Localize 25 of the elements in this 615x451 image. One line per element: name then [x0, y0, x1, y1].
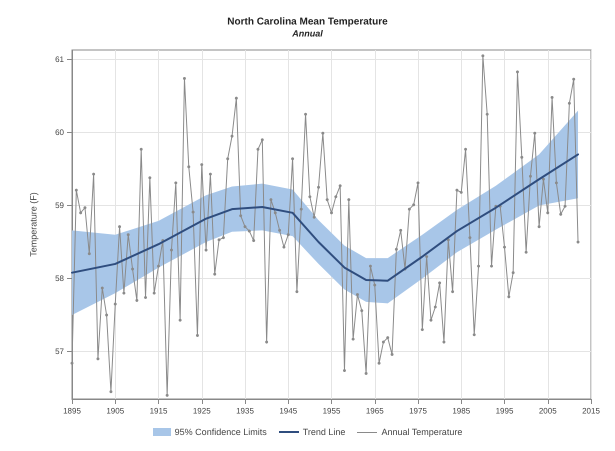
- line-series: [71, 153, 580, 282]
- x-tick-label: 1935: [236, 406, 254, 416]
- x-tick-label: 1915: [150, 406, 168, 416]
- y-tick-label: 57: [55, 347, 65, 356]
- x-tick-label: 2005: [538, 406, 558, 416]
- x-tick-label: 1975: [409, 406, 428, 416]
- y-axis-title: Temperature (F): [28, 192, 38, 257]
- x-tick-label: 1955: [322, 406, 341, 416]
- x-tick-label: 1905: [106, 406, 125, 416]
- x-tick-label: 1945: [279, 406, 298, 416]
- legend-label: Annual Temperature: [381, 427, 462, 437]
- chart-title: North Carolina Mean Temperature: [227, 16, 388, 28]
- y-tick-label: 59: [55, 201, 65, 210]
- x-tick-label: 1985: [452, 406, 471, 416]
- legend-label: Trend Line: [302, 427, 346, 437]
- x-tick-label: 1995: [496, 406, 514, 416]
- y-tick-label: 61: [55, 54, 65, 64]
- x-tick-label: 2015: [582, 406, 600, 416]
- x-tick-label: 1965: [366, 406, 384, 416]
- chart-subtitle: Annual: [291, 28, 324, 38]
- y-tick-label: 58: [55, 274, 65, 284]
- text: 95% Confidence Limits: [174, 427, 267, 437]
- x-tick-label: 1895: [63, 406, 82, 416]
- y-tick-label: 60: [55, 128, 65, 138]
- x-tick-label: 1925: [192, 406, 212, 416]
